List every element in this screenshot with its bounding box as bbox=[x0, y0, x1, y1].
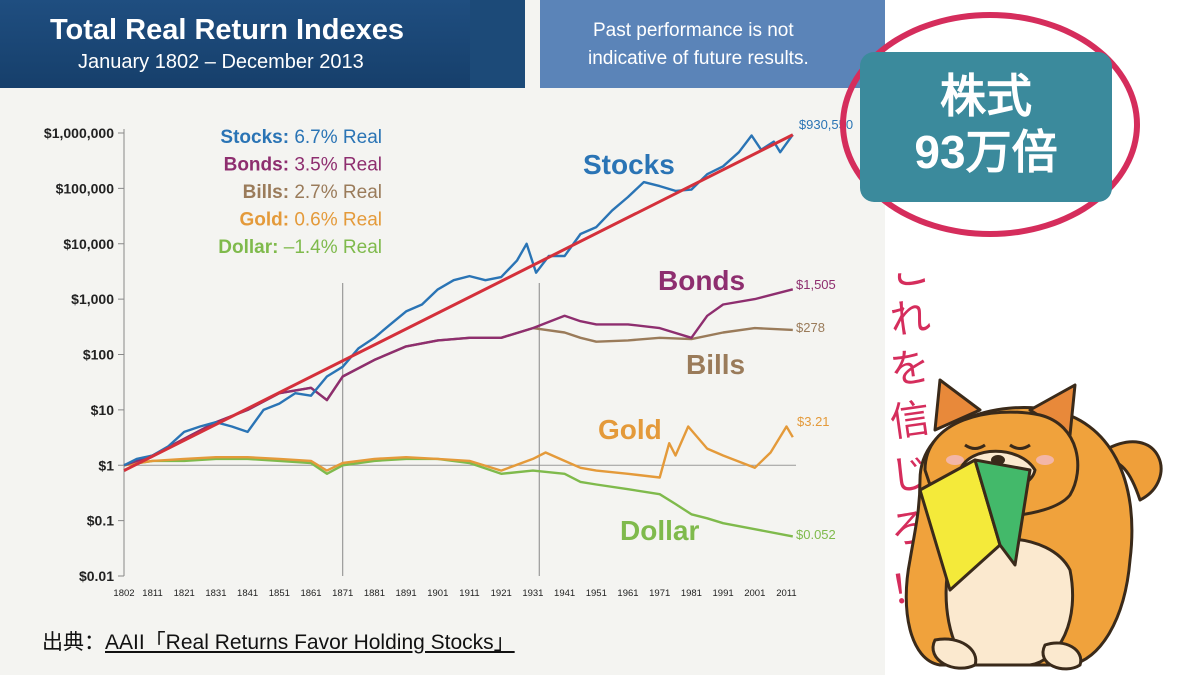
source-citation: 出典：AAII「Real Returns Favor Holding Stock… bbox=[42, 626, 515, 656]
chart-title: Total Real Return Indexes bbox=[50, 14, 404, 46]
series-line-dollar bbox=[123, 457, 794, 538]
x-tick-label: 1891 bbox=[396, 588, 417, 599]
legend-entry: Bonds: 3.5% Real bbox=[224, 155, 382, 176]
vertical-text-char: こ bbox=[887, 262, 933, 297]
chart-subtitle: January 1802 – December 2013 bbox=[78, 51, 364, 73]
y-tick-label: $1,000 bbox=[71, 291, 114, 307]
dog-cheek-right bbox=[1036, 455, 1054, 465]
disclaimer-banner bbox=[540, 0, 885, 88]
x-tick-label: 1941 bbox=[554, 588, 575, 599]
x-tick-label: 2001 bbox=[744, 588, 765, 599]
highlight-circle bbox=[840, 12, 1140, 237]
end-value-label: $0.052 bbox=[796, 527, 836, 542]
legend-entry: Bills: 2.7% Real bbox=[243, 182, 382, 203]
x-tick-label: 1881 bbox=[364, 588, 385, 599]
x-tick-label: 1961 bbox=[617, 588, 638, 599]
x-tick-label: 1991 bbox=[713, 588, 734, 599]
x-tick-label: 1811 bbox=[142, 588, 162, 599]
dog-cheek-left bbox=[946, 455, 964, 465]
x-tick-label: 1802 bbox=[113, 588, 134, 599]
curve-label-bonds: Bonds bbox=[658, 265, 745, 296]
series-line-gold bbox=[123, 425, 794, 479]
x-tick-label: 1971 bbox=[649, 588, 670, 599]
vertical-text-char: れ bbox=[887, 293, 933, 344]
end-value-label: $3.21 bbox=[797, 414, 830, 429]
x-tick-label: 2011 bbox=[776, 588, 796, 599]
y-tick-label: $1,000,000 bbox=[44, 125, 114, 141]
x-tick-label: 1981 bbox=[681, 588, 702, 599]
source-link[interactable]: AAII「Real Returns Favor Holding Stocks」 bbox=[105, 631, 515, 654]
banner-divider bbox=[470, 0, 525, 88]
legend-entry: Gold: 0.6% Real bbox=[239, 210, 382, 231]
x-tick-label: 1901 bbox=[427, 588, 448, 599]
curve-label-bills: Bills bbox=[686, 349, 745, 380]
dog-eye-right bbox=[1009, 443, 1031, 450]
return-index-chart: $1,000,000 $100,000 $10,000 $1,000 $100 $10 $1… bbox=[44, 117, 853, 599]
trend-line bbox=[123, 133, 794, 472]
curve-label-stocks: Stocks bbox=[583, 149, 675, 180]
shiba-dog-illustration bbox=[904, 378, 1163, 671]
y-tick-label: $1 bbox=[98, 457, 114, 473]
y-tick-label: $10 bbox=[91, 402, 115, 418]
end-value-label: $1,505 bbox=[796, 277, 836, 292]
curve-label-gold: Gold bbox=[598, 414, 662, 445]
vertical-text-char: を bbox=[887, 343, 933, 394]
dog-eye-left bbox=[964, 443, 986, 450]
x-tick-label: 1871 bbox=[332, 588, 353, 599]
disclaimer-line-2: indicative of future results. bbox=[588, 48, 809, 69]
x-tick-label: 1911 bbox=[459, 588, 479, 599]
x-tick-label: 1861 bbox=[300, 588, 321, 599]
y-tick-label: $10,000 bbox=[63, 236, 114, 252]
y-tick-label: $100 bbox=[83, 347, 114, 363]
dog-ear-left bbox=[933, 378, 982, 432]
y-tick-label: $0.1 bbox=[87, 513, 114, 529]
y-tick-label: $100,000 bbox=[56, 180, 115, 196]
x-tick-label: 1921 bbox=[491, 588, 512, 599]
title-banner bbox=[0, 0, 470, 88]
x-tick-label: 1831 bbox=[205, 588, 226, 599]
end-value-label: $930,550 bbox=[799, 117, 853, 132]
dog-paw-right bbox=[1041, 641, 1083, 671]
x-tick-label: 1851 bbox=[269, 588, 290, 599]
legend-entry: Stocks: 6.7% Real bbox=[220, 127, 382, 148]
x-tick-label: 1951 bbox=[586, 588, 607, 599]
dog-paw-left bbox=[931, 637, 978, 670]
callout-badge bbox=[860, 52, 1112, 202]
end-value-label: $278 bbox=[796, 320, 825, 335]
x-tick-label: 1821 bbox=[174, 588, 195, 599]
vertical-text-char: 信 bbox=[887, 395, 933, 446]
dog-nose bbox=[991, 455, 1005, 465]
x-tick-label: 1841 bbox=[237, 588, 258, 599]
y-tick-label: $0.01 bbox=[79, 568, 114, 584]
legend-entry: Dollar: –1.4% Real bbox=[218, 237, 382, 258]
curve-label-dollar: Dollar bbox=[620, 515, 699, 546]
x-tick-label: 1931 bbox=[522, 588, 543, 599]
chart-panel bbox=[0, 0, 885, 675]
wakaba-leaf-green bbox=[973, 458, 1032, 567]
disclaimer-line-1: Past performance is not bbox=[593, 20, 794, 41]
callout-badge-text: 株式 93万倍 bbox=[914, 70, 1058, 178]
source-prefix: 出典： bbox=[42, 631, 105, 654]
